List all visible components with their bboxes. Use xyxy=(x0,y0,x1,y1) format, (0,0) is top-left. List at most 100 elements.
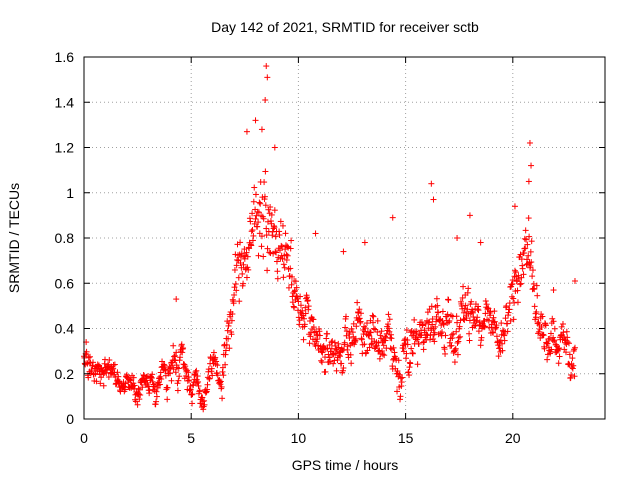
data-point xyxy=(255,219,262,226)
data-point xyxy=(234,256,241,263)
data-point xyxy=(327,358,334,365)
data-point xyxy=(241,246,248,253)
data-point xyxy=(348,325,355,332)
data-point xyxy=(268,211,275,218)
data-point xyxy=(361,239,368,246)
data-point xyxy=(454,319,461,326)
data-point xyxy=(551,325,558,332)
data-point xyxy=(301,321,308,328)
data-point xyxy=(451,359,458,366)
data-point xyxy=(356,306,363,313)
data-point xyxy=(153,393,160,400)
data-point xyxy=(333,367,340,374)
data-point xyxy=(293,284,300,291)
data-point xyxy=(570,362,577,369)
data-point xyxy=(367,329,374,336)
data-point xyxy=(229,310,236,317)
data-point xyxy=(374,328,381,335)
data-point xyxy=(414,361,421,368)
data-point xyxy=(493,333,500,340)
data-point xyxy=(514,287,521,294)
data-point xyxy=(427,332,434,339)
data-point xyxy=(415,340,422,347)
data-point xyxy=(222,347,229,354)
data-point xyxy=(366,344,373,351)
data-point xyxy=(209,372,216,379)
y-tick-label: 1 xyxy=(66,185,74,201)
data-point xyxy=(282,230,289,237)
data-point xyxy=(96,362,103,369)
data-point xyxy=(283,257,290,264)
data-point xyxy=(85,374,92,381)
data-point xyxy=(264,245,271,252)
data-point xyxy=(468,298,475,305)
data-point xyxy=(260,215,267,222)
data-point xyxy=(407,360,414,367)
data-point xyxy=(201,401,208,408)
data-point xyxy=(300,315,307,322)
data-point xyxy=(381,352,388,359)
data-points xyxy=(81,63,578,413)
data-point xyxy=(487,308,494,315)
data-point xyxy=(563,328,570,335)
data-point xyxy=(493,322,500,329)
data-point xyxy=(280,261,287,268)
data-point xyxy=(420,339,427,346)
data-point xyxy=(546,335,553,342)
data-point xyxy=(449,335,456,342)
data-point xyxy=(368,341,375,348)
data-point xyxy=(324,330,331,337)
data-point xyxy=(266,249,273,256)
data-point xyxy=(260,253,267,260)
data-point xyxy=(175,365,182,372)
data-point xyxy=(420,346,427,353)
data-point xyxy=(233,262,240,269)
data-point xyxy=(243,249,250,256)
data-point xyxy=(453,313,460,320)
data-point xyxy=(547,330,554,337)
data-point xyxy=(287,265,294,272)
data-point xyxy=(153,398,160,405)
x-tick-label: 10 xyxy=(291,430,307,446)
data-point xyxy=(225,335,232,342)
data-point xyxy=(343,313,350,320)
data-point xyxy=(199,398,206,405)
data-point xyxy=(364,347,371,354)
data-point xyxy=(291,304,298,311)
data-point xyxy=(312,230,319,237)
data-point xyxy=(318,359,325,366)
data-point xyxy=(262,168,269,175)
data-point xyxy=(428,303,435,310)
data-point xyxy=(182,365,189,372)
data-point xyxy=(532,314,539,321)
data-point xyxy=(149,371,156,378)
data-point xyxy=(376,355,383,362)
y-axis-label: SRMTID / TECUs xyxy=(6,183,22,293)
data-point xyxy=(463,315,470,322)
data-point xyxy=(433,313,440,320)
data-point xyxy=(501,337,508,344)
data-point xyxy=(408,345,415,352)
data-point xyxy=(264,267,271,274)
data-point xyxy=(256,199,263,206)
data-point xyxy=(571,373,578,380)
data-point xyxy=(542,322,549,329)
data-point xyxy=(504,328,511,335)
data-point xyxy=(174,380,181,387)
data-point xyxy=(291,277,298,284)
data-point xyxy=(233,287,240,294)
data-point xyxy=(499,340,506,347)
data-point xyxy=(435,309,442,316)
data-point xyxy=(460,316,467,323)
data-point xyxy=(411,316,418,323)
data-point xyxy=(132,398,139,405)
data-point xyxy=(87,353,94,360)
data-point xyxy=(243,128,250,135)
data-point xyxy=(459,294,466,301)
axis-ticks xyxy=(83,56,605,420)
data-point xyxy=(518,274,525,281)
data-point xyxy=(228,331,235,338)
data-point xyxy=(457,333,464,340)
data-point xyxy=(442,350,449,357)
data-point xyxy=(122,380,129,387)
